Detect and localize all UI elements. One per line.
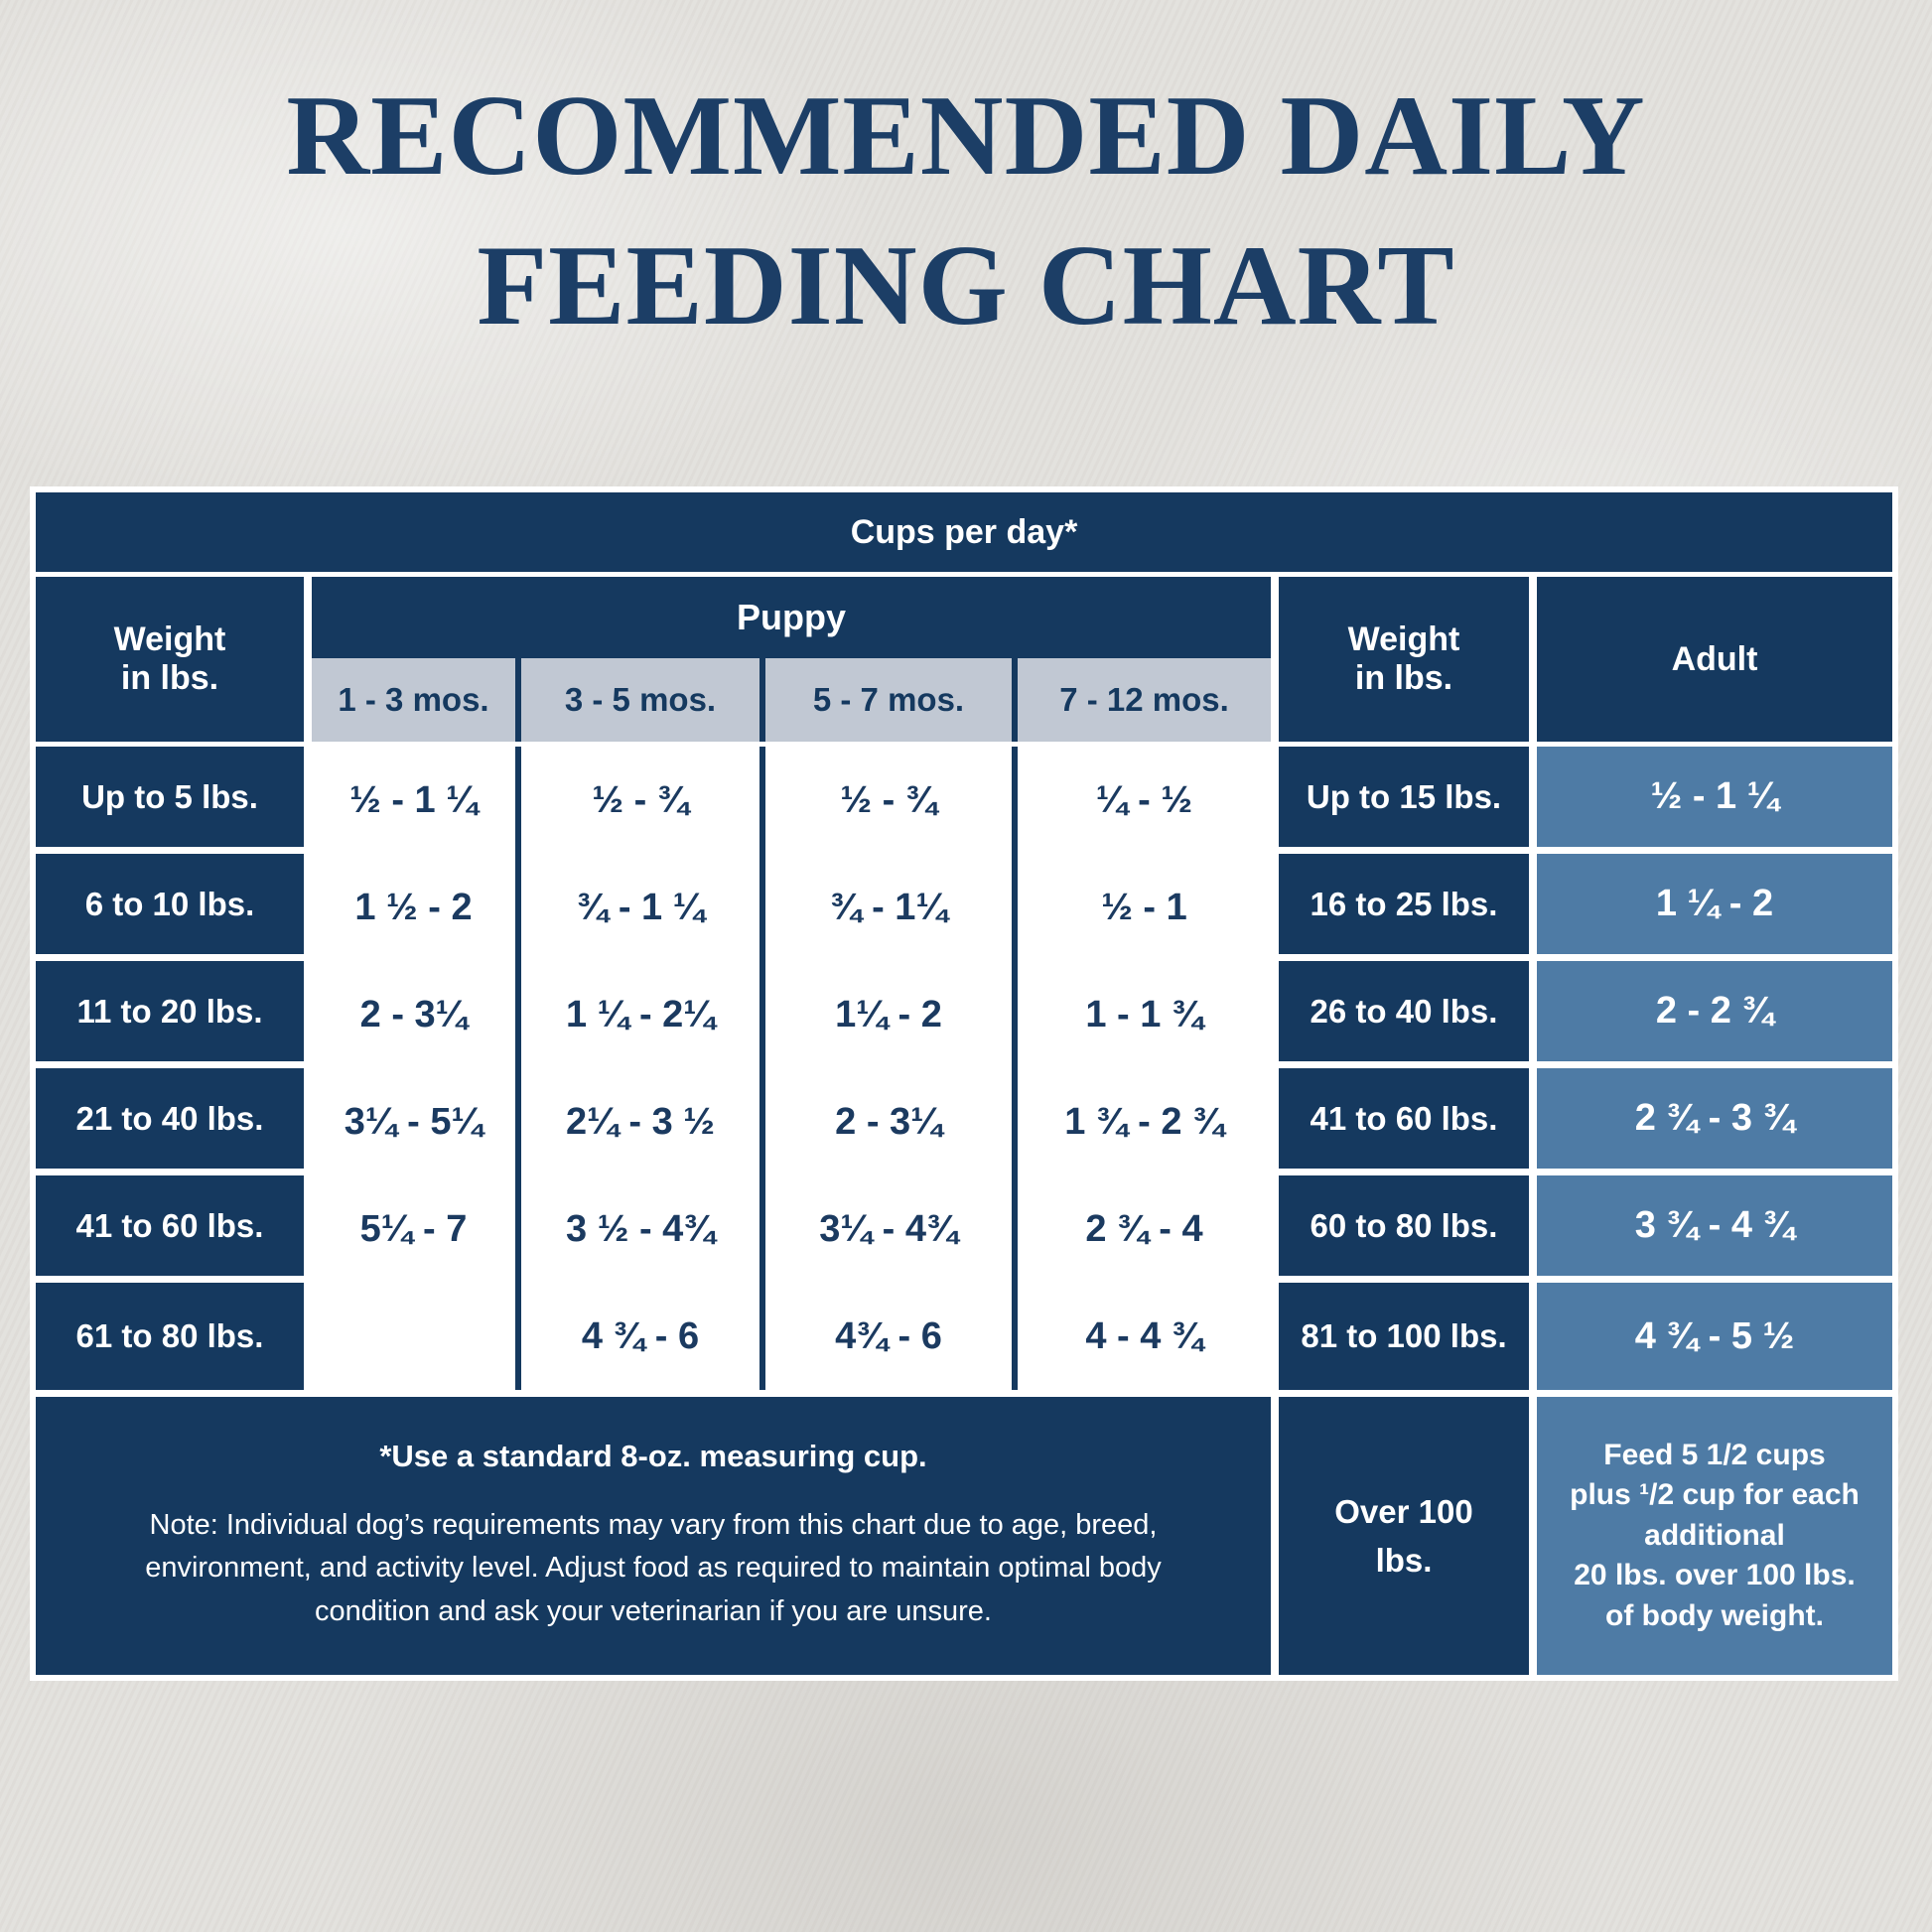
- table-row-weight: 41 to 60 lbs.: [36, 1175, 304, 1283]
- age-column-header-7-12: 7 - 12 mos.: [1018, 658, 1271, 742]
- footnote-note: Note: Individual dog’s requirements may …: [145, 1508, 1162, 1627]
- table-cell: 2¼ - 3 ½: [566, 1100, 715, 1143]
- footnote-measuring-cup: *Use a standard 8-oz. measuring cup.: [379, 1438, 927, 1473]
- puppy-values-column-3-5: ½ - ¾ ¾ - 1 ¼ 1 ¼ - 2¼ 2¼ - 3 ½ 3 ½ - 4¾…: [521, 747, 759, 1390]
- puppy-values-grid: ½ - 1 ¼ 1 ½ - 2 2 - 3¼ 3¼ - 5¼ 5¼ - 7 ½ …: [312, 747, 1271, 1390]
- table-cell: ¼ - ½: [1095, 778, 1193, 821]
- table-cell: 1 ¼ - 2: [1537, 854, 1892, 961]
- divider: [1529, 1397, 1537, 1675]
- table-cell: 4¾ - 6: [835, 1314, 942, 1357]
- cups-per-day-header: Cups per day*: [36, 492, 1892, 572]
- divider: [36, 742, 1892, 747]
- page-title: RECOMMENDED DAILY FEEDING CHART: [0, 62, 1932, 361]
- table-cell: 1¼ - 2: [835, 993, 942, 1035]
- table-cell: 1 - 1 ¾: [1085, 993, 1203, 1035]
- puppy-weight-column-header: Weight in lbs.: [36, 577, 304, 742]
- table-cell: 5¼ - 7: [359, 1207, 468, 1250]
- divider: [1271, 577, 1279, 742]
- table-header-row: Weight in lbs. Puppy 1 - 3 mos. 3 - 5 mo…: [36, 577, 1892, 742]
- table-cell: [312, 1283, 515, 1390]
- table-cell: ¾ - 1¼: [829, 886, 948, 928]
- table-row-weight: Up to 5 lbs.: [36, 747, 304, 854]
- puppy-group-header: Puppy: [312, 577, 1271, 658]
- table-cell: 2 - 3¼: [359, 993, 468, 1035]
- puppy-values-column-5-7: ½ - ¾ ¾ - 1¼ 1¼ - 2 2 - 3¼ 3¼ - 4¾ 4¾ - …: [765, 747, 1012, 1390]
- divider: [1529, 747, 1537, 1390]
- table-cell: ½ - ¾: [840, 778, 937, 821]
- table-cell: 3 ¾ - 4 ¾: [1537, 1175, 1892, 1283]
- table-row-weight: 41 to 60 lbs.: [1279, 1068, 1529, 1175]
- table-cell: ½ - 1 ¼: [1537, 747, 1892, 854]
- table-row-weight: 6 to 10 lbs.: [36, 854, 304, 961]
- age-column-header-3-5: 3 - 5 mos.: [521, 658, 759, 742]
- divider: [36, 572, 1892, 577]
- feeding-table: Cups per day* Weight in lbs. Puppy 1 - 3…: [30, 486, 1898, 1681]
- table-row-weight: 61 to 80 lbs.: [36, 1283, 304, 1390]
- table-row-weight: Up to 15 lbs.: [1279, 747, 1529, 854]
- table-cell: 1 ¾ - 2 ¾: [1064, 1100, 1224, 1143]
- table-row-weight: 21 to 40 lbs.: [36, 1068, 304, 1175]
- divider: [36, 1390, 1892, 1397]
- adult-weight-column-header: Weight in lbs.: [1279, 577, 1529, 742]
- age-column-header-1-3: 1 - 3 mos.: [312, 658, 515, 742]
- over-100-value-cell: Feed 5 1/2 cups plus ¹/2 cup for each ad…: [1537, 1397, 1892, 1675]
- divider: [1529, 577, 1537, 742]
- puppy-values-column-1-3: ½ - 1 ¼ 1 ½ - 2 2 - 3¼ 3¼ - 5¼ 5¼ - 7: [312, 747, 515, 1390]
- table-cell: ½ - 1: [1101, 886, 1187, 928]
- table-cell: 1 ¼ - 2¼: [566, 993, 715, 1035]
- table-cell: 2 ¾ - 4: [1085, 1207, 1203, 1250]
- table-cell: ¾ - 1 ¼: [576, 886, 705, 928]
- table-body: Up to 5 lbs. 6 to 10 lbs. 11 to 20 lbs. …: [36, 747, 1892, 1390]
- divider: [759, 747, 765, 1390]
- over-100-weight-cell: Over 100 lbs.: [1279, 1397, 1529, 1675]
- divider: [515, 747, 521, 1390]
- divider: [1012, 658, 1018, 742]
- page-title-line2: FEEDING CHART: [477, 221, 1455, 349]
- divider: [1271, 1397, 1279, 1675]
- divider: [1012, 747, 1018, 1390]
- table-footer-row: *Use a standard 8-oz. measuring cup. Not…: [36, 1397, 1892, 1675]
- table-cell: 4 ¾ - 5 ½: [1537, 1283, 1892, 1390]
- adult-weight-column: Up to 15 lbs. 16 to 25 lbs. 26 to 40 lbs…: [1279, 747, 1529, 1390]
- table-cell: ½ - 1 ¼: [349, 778, 478, 821]
- divider: [759, 658, 765, 742]
- table-cell: 3¼ - 5¼: [344, 1100, 483, 1143]
- footnote-block: *Use a standard 8-oz. measuring cup. Not…: [36, 1397, 1271, 1675]
- puppy-weight-column: Up to 5 lbs. 6 to 10 lbs. 11 to 20 lbs. …: [36, 747, 304, 1390]
- divider: [515, 658, 521, 742]
- table-row-weight: 16 to 25 lbs.: [1279, 854, 1529, 961]
- table-cell: 2 - 3¼: [835, 1100, 942, 1143]
- divider: [304, 747, 312, 1390]
- divider: [304, 577, 312, 742]
- age-column-header-5-7: 5 - 7 mos.: [765, 658, 1012, 742]
- page-title-line1: RECOMMENDED DAILY: [286, 72, 1646, 200]
- puppy-values-column-7-12: ¼ - ½ ½ - 1 1 - 1 ¾ 1 ¾ - 2 ¾ 2 ¾ - 4 4 …: [1018, 747, 1271, 1390]
- puppy-header-block: Puppy 1 - 3 mos. 3 - 5 mos. 5 - 7 mos. 7…: [312, 577, 1271, 742]
- table-row-weight: 60 to 80 lbs.: [1279, 1175, 1529, 1283]
- table-cell: 2 - 2 ¾: [1537, 961, 1892, 1068]
- table-cell: 4 ¾ - 6: [581, 1314, 700, 1357]
- table-row-weight: 26 to 40 lbs.: [1279, 961, 1529, 1068]
- table-row-weight: 11 to 20 lbs.: [36, 961, 304, 1068]
- adult-values-column: ½ - 1 ¼ 1 ¼ - 2 2 - 2 ¾ 2 ¾ - 3 ¾ 3 ¾ - …: [1537, 747, 1892, 1390]
- table-cell: 3 ½ - 4¾: [566, 1207, 715, 1250]
- table-row-weight: 81 to 100 lbs.: [1279, 1283, 1529, 1390]
- table-cell: ½ - ¾: [592, 778, 689, 821]
- table-cell: 2 ¾ - 3 ¾: [1537, 1068, 1892, 1175]
- adult-group-header: Adult: [1537, 577, 1892, 742]
- puppy-age-subheader-row: 1 - 3 mos. 3 - 5 mos. 5 - 7 mos. 7 - 12 …: [312, 658, 1271, 742]
- divider: [1271, 747, 1279, 1390]
- table-cell: 3¼ - 4¾: [819, 1207, 958, 1250]
- table-cell: 4 - 4 ¾: [1085, 1314, 1203, 1357]
- table-cell: 1 ½ - 2: [354, 886, 473, 928]
